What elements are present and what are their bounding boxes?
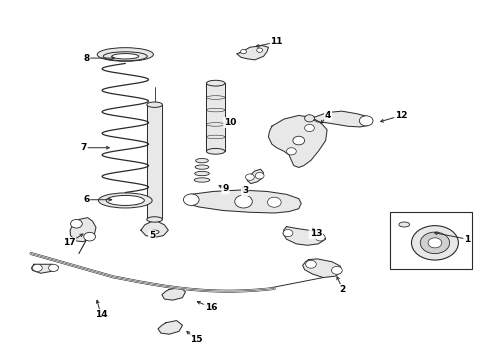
Text: 3: 3	[242, 186, 248, 195]
Polygon shape	[162, 288, 185, 300]
Text: 10: 10	[224, 118, 237, 127]
Polygon shape	[147, 105, 162, 220]
Polygon shape	[303, 259, 342, 278]
Polygon shape	[158, 320, 182, 334]
Ellipse shape	[195, 171, 209, 176]
Polygon shape	[184, 190, 301, 213]
Ellipse shape	[103, 52, 147, 61]
Text: 8: 8	[83, 54, 89, 63]
Text: 7: 7	[80, 143, 87, 152]
Polygon shape	[283, 226, 326, 245]
Text: 11: 11	[270, 37, 283, 46]
Circle shape	[49, 264, 58, 271]
Text: 2: 2	[340, 285, 346, 294]
Ellipse shape	[150, 230, 159, 234]
Ellipse shape	[97, 48, 153, 61]
Polygon shape	[269, 116, 327, 167]
Circle shape	[71, 220, 82, 228]
Text: 4: 4	[325, 111, 331, 120]
Circle shape	[305, 125, 315, 132]
Circle shape	[331, 266, 342, 274]
Ellipse shape	[206, 148, 225, 154]
Polygon shape	[247, 169, 264, 184]
Circle shape	[84, 232, 96, 241]
Circle shape	[32, 264, 42, 271]
Circle shape	[283, 229, 293, 237]
Text: 1: 1	[464, 235, 470, 244]
Ellipse shape	[194, 178, 210, 182]
Ellipse shape	[112, 54, 139, 59]
Polygon shape	[70, 218, 96, 242]
Circle shape	[420, 232, 450, 253]
Text: 15: 15	[190, 335, 202, 344]
Ellipse shape	[106, 195, 145, 206]
Ellipse shape	[399, 222, 410, 227]
Text: 12: 12	[395, 111, 408, 120]
Circle shape	[235, 195, 252, 208]
Circle shape	[183, 194, 199, 206]
Circle shape	[293, 136, 305, 145]
Circle shape	[316, 234, 325, 241]
Ellipse shape	[98, 193, 152, 208]
FancyBboxPatch shape	[390, 212, 472, 269]
Text: 6: 6	[83, 195, 89, 204]
Polygon shape	[206, 83, 225, 151]
Polygon shape	[141, 221, 168, 237]
Text: 17: 17	[63, 238, 75, 247]
Text: 16: 16	[204, 303, 217, 312]
Polygon shape	[31, 264, 58, 273]
Text: 13: 13	[310, 229, 322, 238]
Circle shape	[287, 148, 296, 155]
Ellipse shape	[147, 217, 162, 222]
Ellipse shape	[147, 102, 162, 107]
Text: 14: 14	[95, 310, 107, 319]
Circle shape	[268, 197, 281, 207]
Circle shape	[305, 115, 315, 122]
Ellipse shape	[195, 165, 209, 169]
Circle shape	[255, 172, 264, 179]
Circle shape	[428, 238, 442, 248]
Circle shape	[257, 48, 263, 52]
Text: 5: 5	[149, 231, 155, 240]
Ellipse shape	[206, 80, 225, 86]
Circle shape	[306, 260, 317, 268]
Polygon shape	[237, 45, 269, 60]
Ellipse shape	[196, 158, 208, 163]
Polygon shape	[314, 111, 371, 127]
Circle shape	[359, 116, 373, 126]
Circle shape	[412, 226, 459, 260]
Circle shape	[241, 49, 246, 54]
Circle shape	[245, 174, 254, 180]
Text: 9: 9	[222, 184, 229, 193]
